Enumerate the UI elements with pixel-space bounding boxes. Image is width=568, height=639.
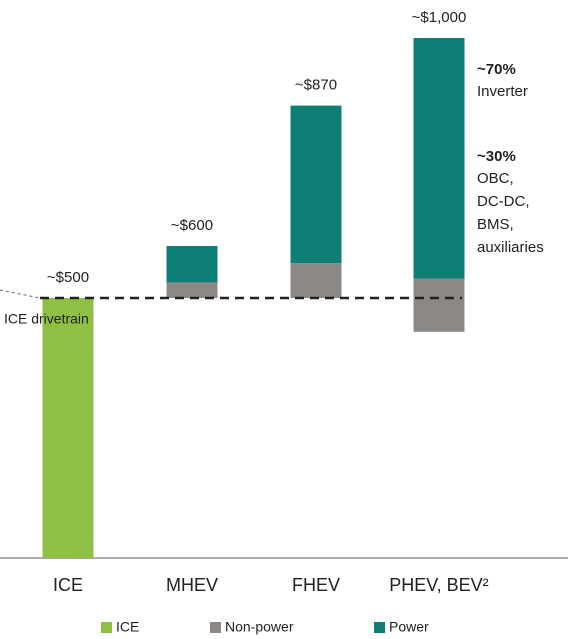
bar-segment bbox=[166, 246, 218, 283]
legend-label: ICE bbox=[116, 619, 139, 635]
bar-segment bbox=[413, 38, 465, 279]
reference-leader bbox=[0, 289, 41, 299]
annotation-line: DC-DC, bbox=[477, 193, 530, 210]
legend-label: Power bbox=[389, 619, 429, 635]
annotation-line: Inverter bbox=[477, 83, 528, 100]
annotation-line: OBC, bbox=[477, 170, 514, 187]
legend-label: Non-power bbox=[225, 619, 294, 635]
bar-segment bbox=[290, 263, 342, 298]
total-label: ~$1,000 bbox=[412, 9, 467, 26]
x-tick-label: FHEV bbox=[292, 575, 340, 595]
bar-segment bbox=[413, 278, 465, 332]
x-tick-label: PHEV, BEV² bbox=[389, 575, 488, 595]
reference-label: ICE drivetrain bbox=[4, 311, 89, 327]
legend-swatch bbox=[374, 622, 385, 633]
annotation-bold: ~70% bbox=[477, 61, 516, 78]
annotation-line: auxiliaries bbox=[477, 239, 544, 256]
x-tick-label: ICE bbox=[53, 575, 83, 595]
bar-segment bbox=[290, 105, 342, 264]
total-label: ~$870 bbox=[295, 77, 337, 94]
legend-swatch bbox=[101, 622, 112, 633]
x-tick-label: MHEV bbox=[166, 575, 218, 595]
total-label: ~$500 bbox=[47, 269, 89, 286]
total-label: ~$600 bbox=[171, 217, 213, 234]
annotation-line: BMS, bbox=[477, 216, 514, 233]
annotation-bold: ~30% bbox=[477, 148, 516, 165]
bar-segment bbox=[166, 282, 218, 298]
bar-segment bbox=[42, 298, 94, 558]
legend-swatch bbox=[210, 622, 221, 633]
